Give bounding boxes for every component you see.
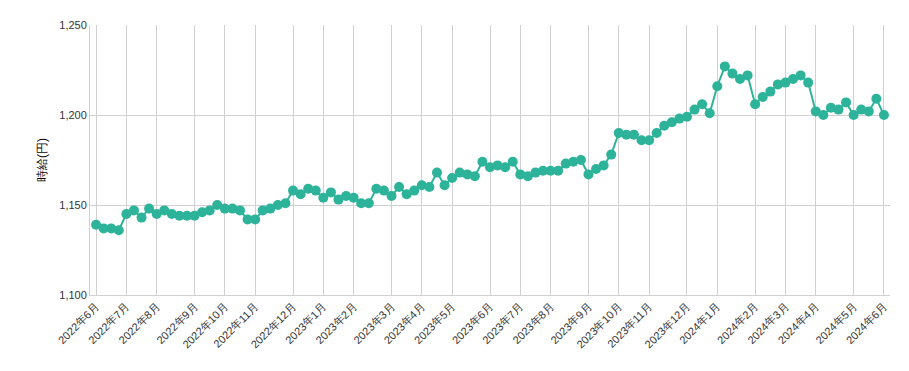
svg-text:2023年9月: 2023年9月: [548, 301, 594, 347]
svg-text:2024年4月: 2024年4月: [775, 301, 821, 347]
svg-text:1,150: 1,150: [59, 199, 87, 211]
svg-text:2023年11月: 2023年11月: [605, 301, 654, 350]
svg-text:2022年10月: 2022年10月: [180, 301, 230, 351]
svg-text:1,100: 1,100: [59, 289, 87, 301]
svg-text:2023年1月: 2023年1月: [283, 301, 329, 347]
svg-text:2023年6月: 2023年6月: [450, 301, 496, 347]
svg-text:2023年10月: 2023年10月: [574, 301, 624, 351]
svg-text:2024年6月: 2024年6月: [844, 301, 890, 347]
svg-text:2024年3月: 2024年3月: [745, 301, 791, 347]
svg-text:時給(円): 時給(円): [35, 138, 49, 182]
svg-text:2022年12月: 2022年12月: [248, 301, 298, 351]
svg-text:2023年5月: 2023年5月: [412, 301, 458, 347]
svg-text:2024年2月: 2024年2月: [715, 301, 761, 347]
svg-text:2022年8月: 2022年8月: [116, 301, 162, 347]
svg-text:2023年8月: 2023年8月: [510, 301, 556, 347]
svg-text:2022年11月: 2022年11月: [211, 301, 260, 350]
svg-text:2022年6月: 2022年6月: [56, 301, 102, 347]
svg-text:2023年4月: 2023年4月: [381, 301, 427, 347]
svg-text:2023年7月: 2023年7月: [480, 301, 526, 347]
svg-text:1,250: 1,250: [59, 19, 87, 31]
svg-text:2022年7月: 2022年7月: [86, 301, 132, 347]
svg-text:2024年1月: 2024年1月: [677, 301, 723, 347]
svg-text:1,200: 1,200: [59, 109, 87, 121]
svg-text:2024年5月: 2024年5月: [813, 301, 859, 347]
svg-text:2022年9月: 2022年9月: [154, 301, 200, 347]
svg-text:2023年2月: 2023年2月: [313, 301, 359, 347]
svg-text:2023年12月: 2023年12月: [642, 301, 692, 351]
svg-text:2023年3月: 2023年3月: [351, 301, 397, 347]
